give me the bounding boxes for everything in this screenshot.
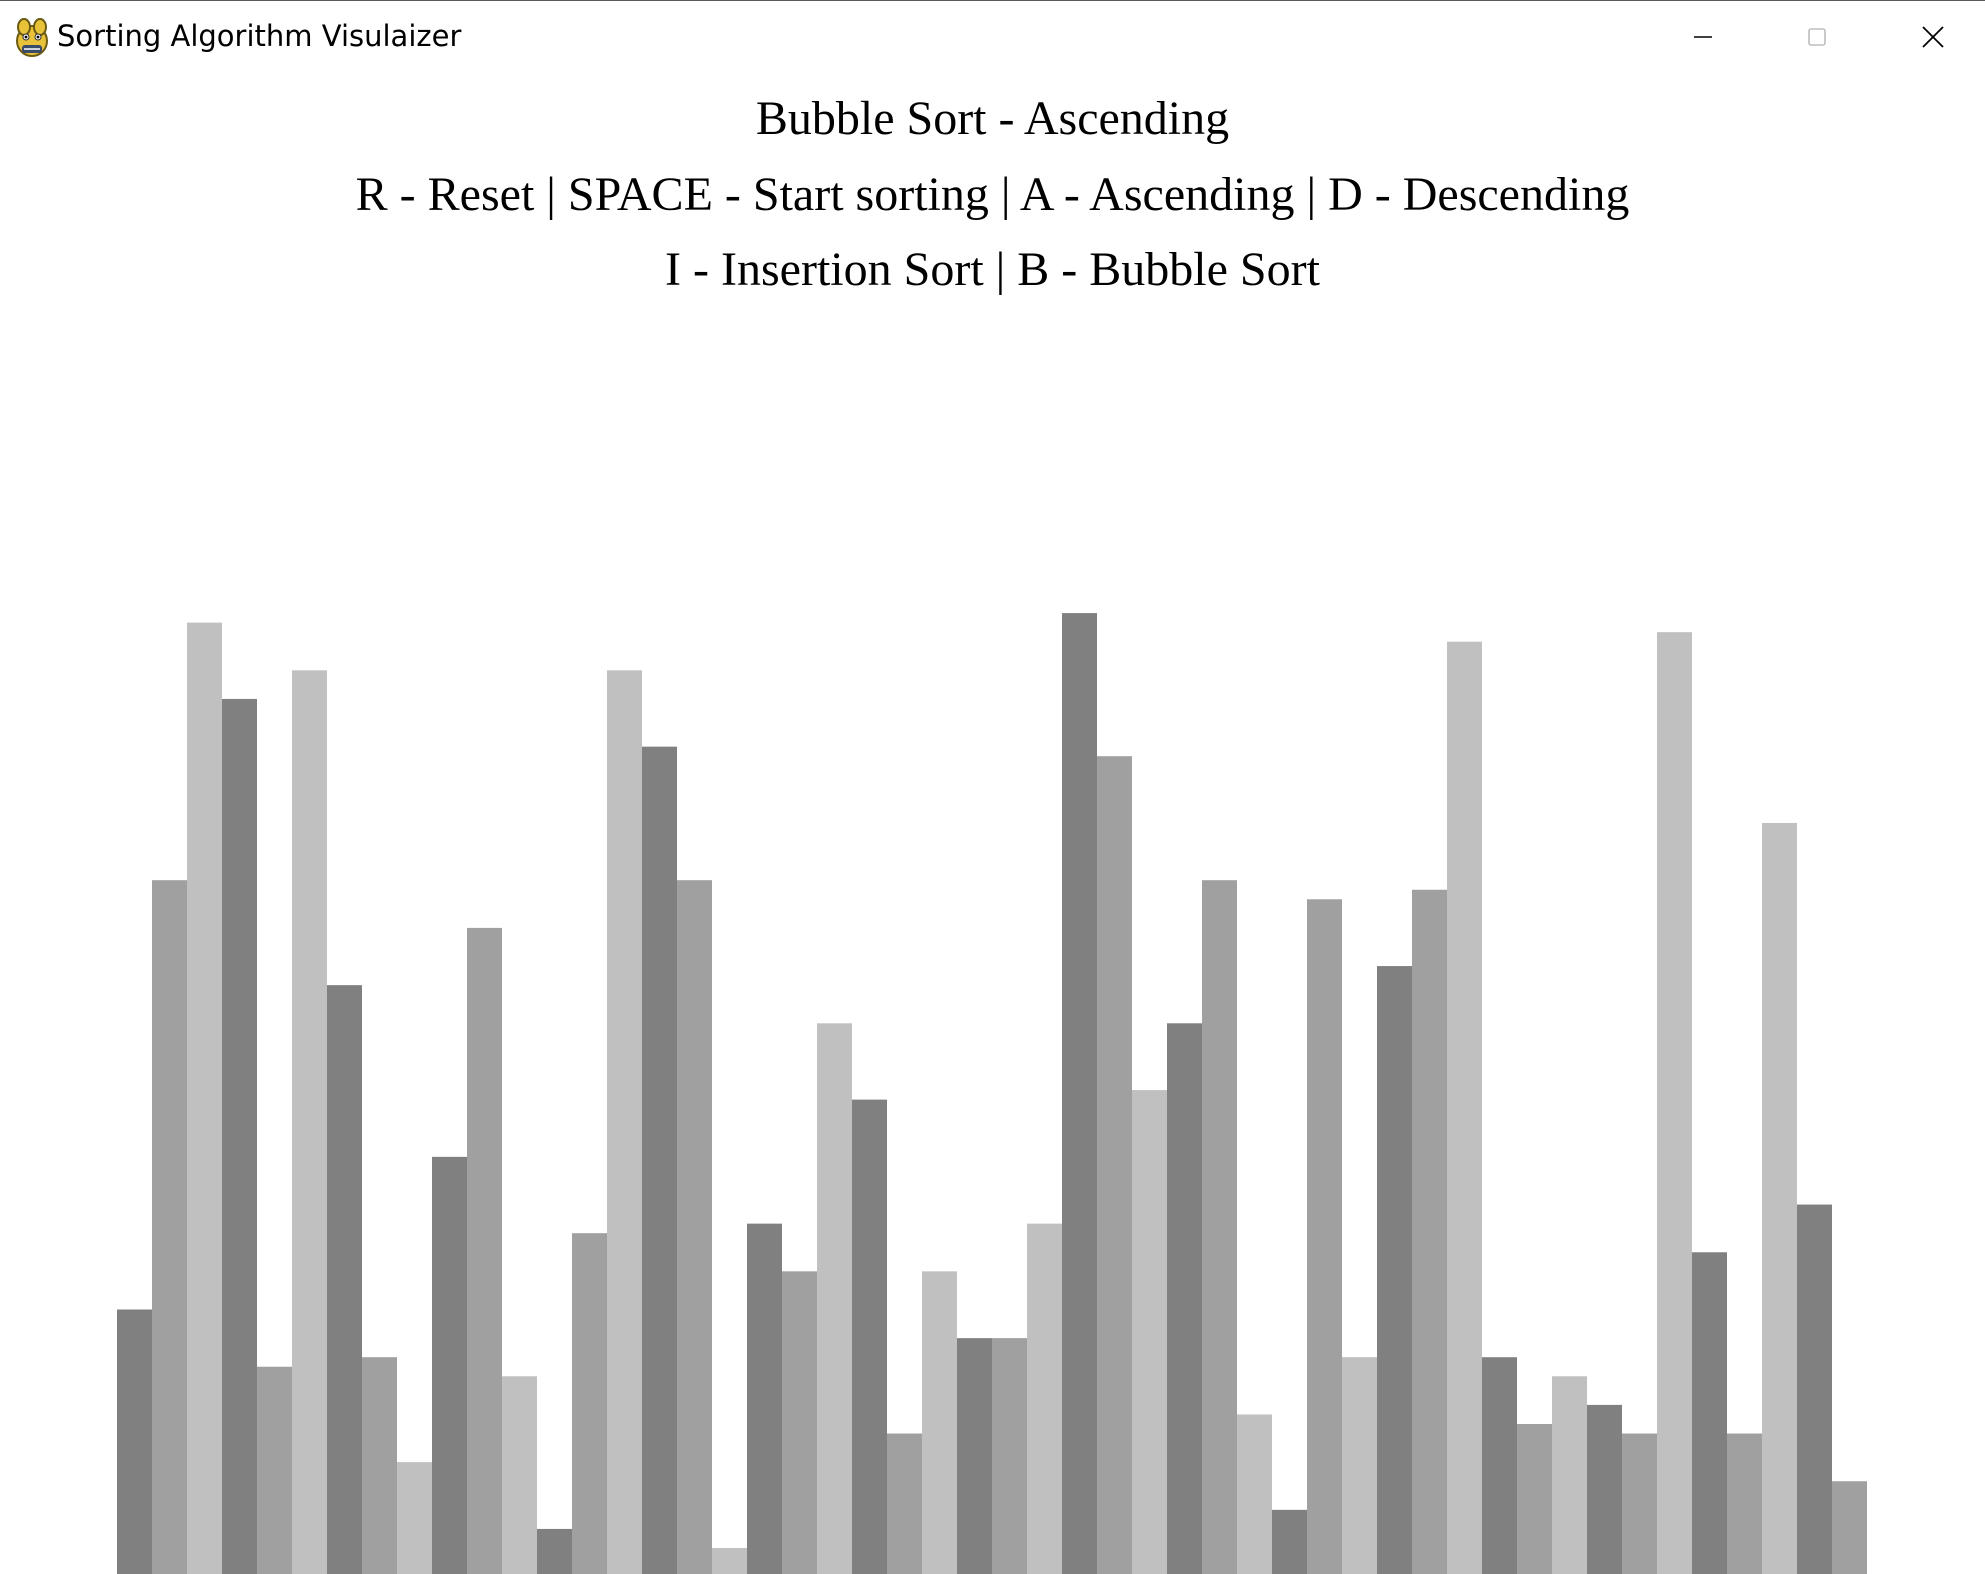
bar (1272, 1510, 1307, 1574)
bar (1027, 1224, 1062, 1574)
bar (1237, 1414, 1272, 1574)
bar (1062, 613, 1097, 1574)
bar (1202, 880, 1237, 1574)
bar (957, 1338, 992, 1574)
bar (1797, 1205, 1832, 1574)
bar (1412, 890, 1447, 1574)
bar (292, 670, 327, 1574)
bar (782, 1271, 817, 1574)
bar (1832, 1481, 1867, 1574)
bar (1097, 756, 1132, 1574)
bar (852, 1100, 887, 1574)
bar (1342, 1357, 1377, 1574)
bar (642, 747, 677, 1574)
bar (117, 1310, 152, 1574)
bar (502, 1376, 537, 1574)
bar (712, 1548, 747, 1574)
bar (1622, 1434, 1657, 1574)
bar (1307, 899, 1342, 1574)
bar (537, 1529, 572, 1574)
bar (572, 1233, 607, 1574)
bar (467, 928, 502, 1574)
bar (1167, 1023, 1202, 1574)
bar (397, 1462, 432, 1574)
bar (1377, 966, 1412, 1574)
bar (1657, 632, 1692, 1574)
bar (1482, 1357, 1517, 1574)
bar (1552, 1376, 1587, 1574)
bar (607, 670, 642, 1574)
bar (327, 985, 362, 1574)
bar (677, 880, 712, 1574)
bar (432, 1157, 467, 1574)
bar (992, 1338, 1027, 1574)
bar (1762, 823, 1797, 1574)
bar (1517, 1424, 1552, 1574)
bar (362, 1357, 397, 1574)
bar (1132, 1090, 1167, 1574)
bar (922, 1271, 957, 1574)
bar (887, 1434, 922, 1574)
bar (222, 699, 257, 1574)
bar (1447, 642, 1482, 1574)
bar (1692, 1252, 1727, 1574)
bar (1727, 1434, 1762, 1574)
bar (187, 623, 222, 1574)
bar (817, 1023, 852, 1574)
bar (152, 880, 187, 1574)
bar (1587, 1405, 1622, 1574)
bar (257, 1367, 292, 1574)
bar (747, 1224, 782, 1574)
